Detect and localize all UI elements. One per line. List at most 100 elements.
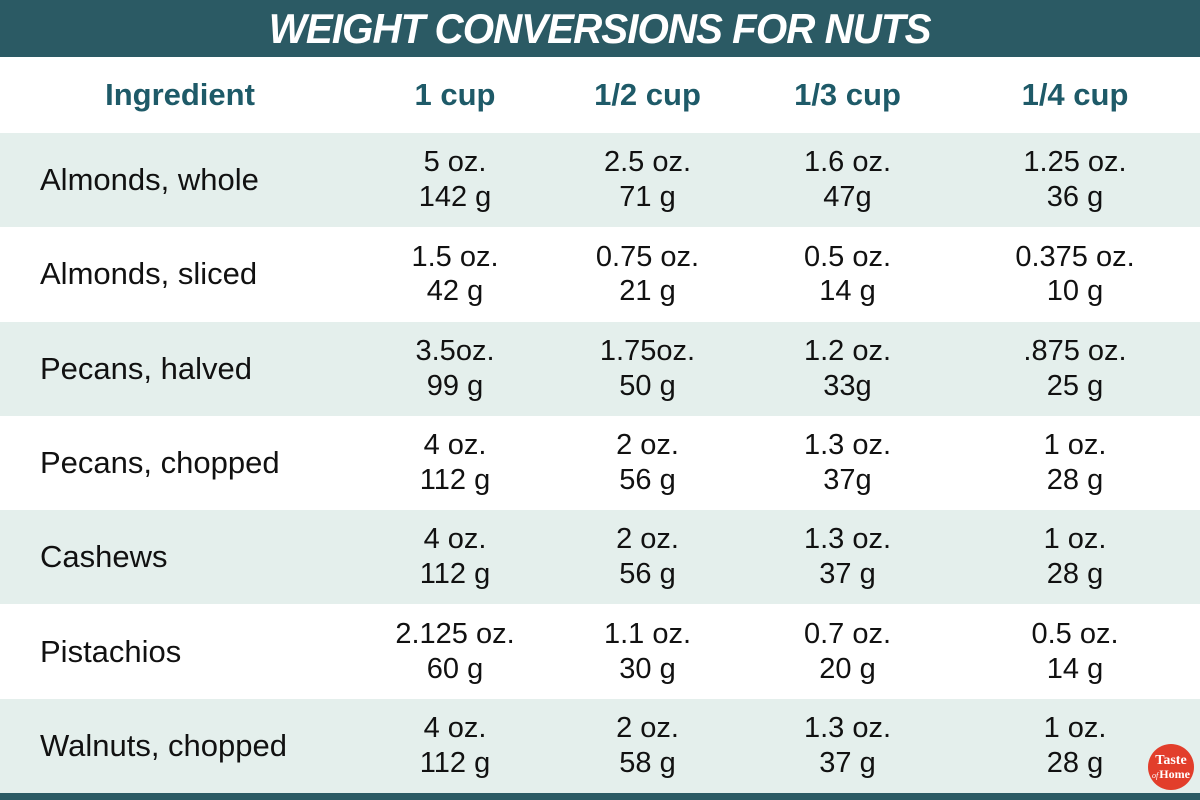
ounces-value: 4 oz. <box>423 429 487 462</box>
logo-word-of: of <box>1152 771 1159 781</box>
column-header-quarter-cup: 1/4 cup <box>1021 77 1129 112</box>
value-cell: 1.1 oz. 30 g <box>550 604 745 698</box>
value-cell: 1.75oz. 50 g <box>550 322 745 416</box>
ounces-value: 1.1 oz. <box>603 617 692 650</box>
taste-of-home-logo: Taste ofHome <box>1148 744 1194 790</box>
ounces-value: 1.3 oz. <box>803 429 892 462</box>
grams-value: 14 g <box>819 275 876 308</box>
column-header-half-cup: 1/2 cup <box>594 77 701 112</box>
ounces-value: 1 oz. <box>1043 523 1107 556</box>
grams-value: 21 g <box>619 275 676 308</box>
column-header-1-cup: 1 cup <box>414 77 496 112</box>
value-cell: 1.25 oz. 36 g <box>950 133 1200 227</box>
bottom-bar <box>0 793 1200 800</box>
ingredient-cell: Pecans, halved <box>40 350 252 386</box>
poster-title: WEIGHT CONVERSIONS FOR NUTS <box>269 4 932 52</box>
ounces-value: 1 oz. <box>1043 712 1107 745</box>
value-cell: 1.2 oz. 33g <box>745 322 950 416</box>
grams-value: 37 g <box>819 746 876 779</box>
grams-value: 112 g <box>419 558 491 591</box>
ounces-value: 5 oz. <box>423 146 487 179</box>
value-cell: 1 oz. 28 g <box>950 699 1200 793</box>
ounces-value: 2 oz. <box>616 429 679 462</box>
grams-value: 58 g <box>619 746 676 779</box>
value-cell: 2.5 oz. 71 g <box>550 133 745 227</box>
ounces-value: 4 oz. <box>423 523 487 556</box>
ingredient-cell: Pistachios <box>40 633 182 669</box>
value-cell: 0.5 oz. 14 g <box>745 227 950 321</box>
table-row: Pistachios 2.125 oz. 60 g 1.1 oz. 30 g 0.7 oz… <box>0 604 1200 699</box>
value-cell: 2.125 oz. 60 g <box>360 604 550 698</box>
value-cell: 0.375 oz. 10 g <box>950 227 1200 321</box>
value-cell: 2 oz. 56 g <box>550 510 745 604</box>
column-header-third-cup: 1/3 cup <box>794 77 901 112</box>
grams-value: 47g <box>823 181 872 214</box>
ounces-value: 3.5oz. <box>415 334 495 367</box>
value-cell: 4 oz. 112 g <box>360 699 550 793</box>
value-cell: 1 oz. 28 g <box>950 416 1200 510</box>
grams-value: 37 g <box>819 558 876 591</box>
value-cell: 1.3 oz. 37 g <box>745 510 950 604</box>
grams-value: 42 g <box>426 275 484 308</box>
grams-value: 50 g <box>619 369 676 402</box>
table-row: Almonds, sliced 1.5 oz. 42 g 0.75 oz. 21 g 0.… <box>0 227 1200 322</box>
ounces-value: 1 oz. <box>1043 429 1107 462</box>
ounces-value: 0.75 oz. <box>595 240 700 273</box>
grams-value: 14 g <box>1046 652 1104 685</box>
ounces-value: 2.5 oz. <box>603 146 692 179</box>
ounces-value: 0.7 oz. <box>803 617 892 650</box>
title-bar: WEIGHT CONVERSIONS FOR NUTS <box>0 0 1200 57</box>
ounces-value: 0.5 oz. <box>803 240 892 273</box>
grams-value: 56 g <box>619 558 676 591</box>
value-cell: 1.5 oz. 42 g <box>360 227 550 321</box>
value-cell: .875 oz. 25 g <box>950 322 1200 416</box>
ingredient-cell: Walnuts, chopped <box>40 727 288 763</box>
grams-value: 36 g <box>1046 181 1104 214</box>
value-cell: 1.6 oz. 47g <box>745 133 950 227</box>
value-cell: 3.5oz. 99 g <box>360 322 550 416</box>
table-body: Almonds, whole 5 oz. 142 g 2.5 oz. 71 g 1.6 o… <box>0 133 1200 793</box>
value-cell: 2 oz. 56 g <box>550 416 745 510</box>
grams-value: 71 g <box>619 181 676 214</box>
ounces-value: 0.375 oz. <box>1015 240 1135 273</box>
logo-word-home: Home <box>1159 767 1190 782</box>
ounces-value: .875 oz. <box>1023 334 1127 367</box>
ounces-value: 1.5 oz. <box>411 240 499 273</box>
value-cell: 1 oz. 28 g <box>950 510 1200 604</box>
ingredient-cell: Almonds, sliced <box>40 256 258 292</box>
value-cell: 4 oz. 112 g <box>360 510 550 604</box>
value-cell: 2 oz. 58 g <box>550 699 745 793</box>
ounces-value: 1.75oz. <box>599 334 696 367</box>
table-row: Pecans, halved 3.5oz. 99 g 1.75oz. 50 g 1.2 o… <box>0 321 1200 416</box>
grams-value: 56 g <box>619 463 676 496</box>
ounces-value: 1.3 oz. <box>803 523 892 556</box>
value-cell: 0.7 oz. 20 g <box>745 604 950 698</box>
logo-word-taste: Taste <box>1155 752 1187 768</box>
ounces-value: 1.3 oz. <box>803 712 892 745</box>
grams-value: 30 g <box>619 652 676 685</box>
column-header-ingredient: Ingredient <box>105 77 255 112</box>
value-cell: 4 oz. 112 g <box>360 416 550 510</box>
ounces-value: 2 oz. <box>616 523 679 556</box>
ounces-value: 1.25 oz. <box>1023 146 1127 179</box>
ingredient-cell: Cashews <box>40 539 168 575</box>
grams-value: 142 g <box>418 181 492 214</box>
table-row: Almonds, whole 5 oz. 142 g 2.5 oz. 71 g 1.6 o… <box>0 133 1200 228</box>
ounces-value: 0.5 oz. <box>1031 617 1119 650</box>
grams-value: 99 g <box>426 369 484 402</box>
logo-line-of-home: ofHome <box>1152 768 1190 780</box>
grams-value: 20 g <box>819 652 876 685</box>
grams-value: 112 g <box>419 463 491 496</box>
grams-value: 37g <box>823 463 872 496</box>
column-header-row: Ingredient 1 cup 1/2 cup 1/3 cup 1/4 cup <box>0 57 1200 133</box>
ounces-value: 1.6 oz. <box>803 146 892 179</box>
ingredient-cell: Pecans, chopped <box>40 444 280 480</box>
grams-value: 10 g <box>1046 275 1104 308</box>
grams-value: 28 g <box>1046 558 1104 591</box>
grams-value: 28 g <box>1046 463 1104 496</box>
value-cell: 0.75 oz. 21 g <box>550 227 745 321</box>
